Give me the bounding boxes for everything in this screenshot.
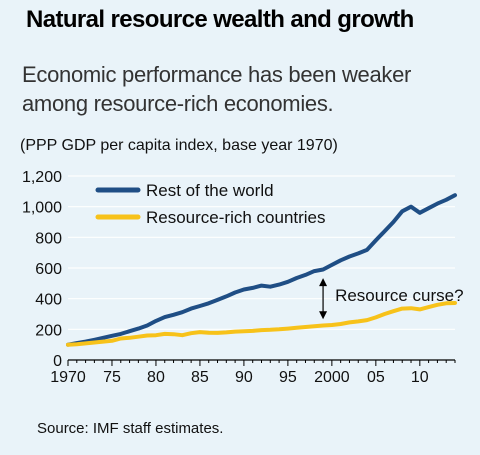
- chart-subtitle: Economic performance has been weaker amo…: [22, 62, 412, 116]
- y-tick-label: 1,000: [22, 200, 62, 217]
- x-tick-label: 10: [411, 369, 429, 386]
- chart-title: Natural resource wealth and growth: [26, 6, 414, 33]
- legend: Rest of the world Resource-rich countries: [95, 181, 326, 227]
- annotation-label: Resource curse?: [335, 286, 464, 305]
- x-tick-label: 2000: [314, 369, 350, 386]
- y-tick-label: 200: [35, 322, 62, 339]
- y-tick-label: 1,200: [22, 169, 62, 186]
- axes: 0 200 400 600 800 1,000 1,200 1970 75 80 85 90 95 200…: [22, 169, 456, 386]
- y-tick-label: 800: [35, 230, 62, 247]
- y-tick-label: 0: [53, 353, 62, 370]
- series-lines: [66, 193, 457, 347]
- x-tick-label: 75: [103, 369, 121, 386]
- x-tick-label: 05: [367, 369, 385, 386]
- annotation-arrowhead-up: [319, 278, 328, 287]
- source-note: Source: IMF staff estimates.: [37, 420, 224, 437]
- annotation: Resource curse?: [319, 278, 464, 320]
- chart-unit-note: (PPP GDP per capita index, base year 197…: [20, 137, 338, 154]
- series-line-rest-of-world: [66, 193, 457, 347]
- y-tick-label: 600: [35, 261, 62, 278]
- series-line-resource-rich: [66, 301, 457, 347]
- x-tick-label: 95: [279, 369, 297, 386]
- annotation-arrowhead-down: [319, 311, 328, 320]
- x-tick-label: 90: [235, 369, 253, 386]
- legend-label-rest-of-world: Rest of the world: [146, 181, 274, 200]
- x-tick-label: 85: [191, 369, 209, 386]
- x-tick-label: 80: [147, 369, 165, 386]
- x-tick-label: 1970: [50, 369, 86, 386]
- legend-label-resource-rich: Resource-rich countries: [146, 208, 326, 227]
- y-tick-label: 400: [35, 292, 62, 309]
